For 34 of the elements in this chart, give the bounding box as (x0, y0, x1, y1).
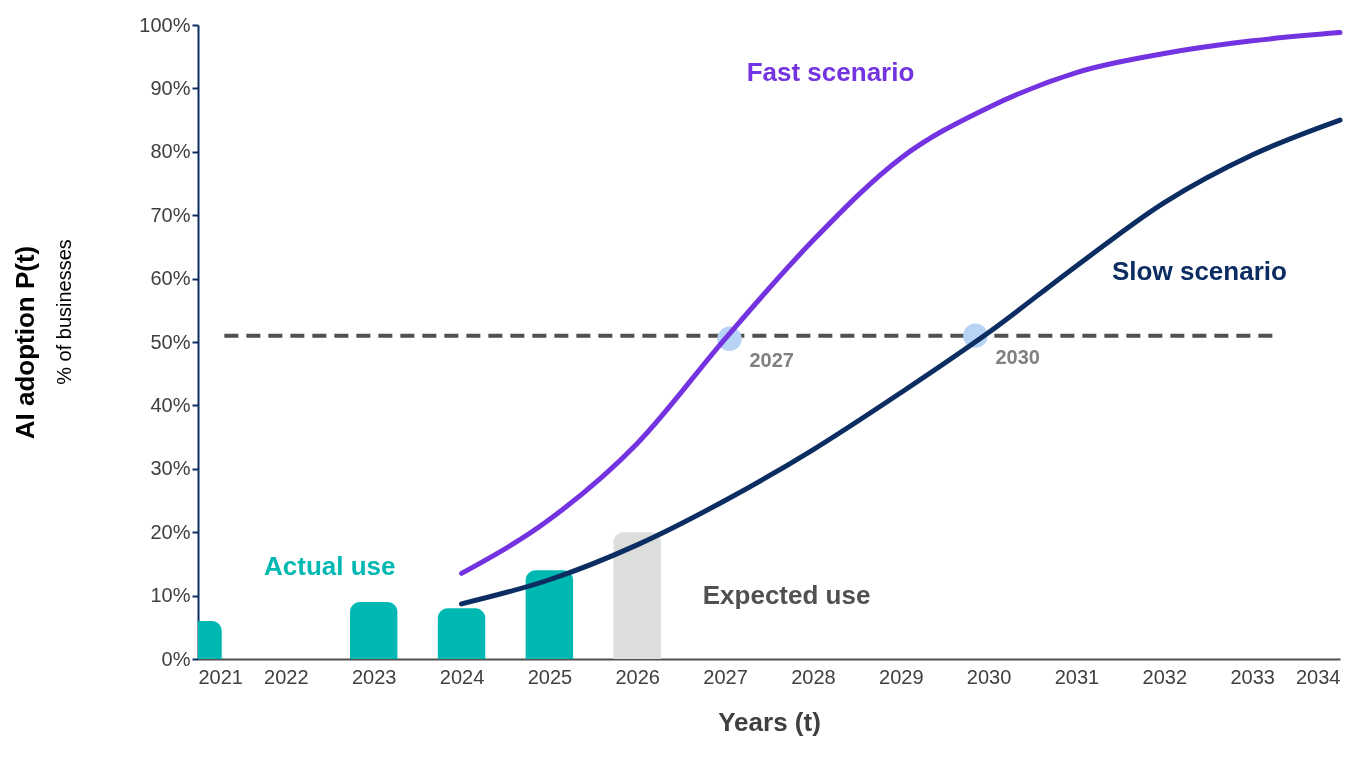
x-tick-label: 2027 (703, 665, 748, 688)
series-label: Actual use (264, 551, 396, 582)
x-tick-label: 2030 (966, 665, 1012, 688)
x-axis-title: Years (t) (718, 706, 821, 737)
series-label: Expected use (702, 579, 871, 610)
text: Fast scenario (746, 56, 915, 87)
annotation: 2027 (749, 348, 794, 371)
y-tick-label: 70% (150, 203, 191, 226)
y-axis-title: AI adoption P(t) (10, 245, 41, 440)
x-tick-label: 2026 (615, 665, 660, 688)
y-tick-label: 10% (150, 584, 191, 607)
x-tick-label: 2021 (198, 665, 243, 688)
x-tick-label: 2025 (527, 665, 573, 688)
x-tick-label: 2034 (1296, 665, 1341, 688)
x-tick-label: 2024 (439, 665, 485, 688)
y-tick-label: 0% (161, 647, 191, 670)
y-tick-label: 20% (150, 520, 191, 543)
x-tick-label: 2023 (351, 665, 397, 688)
x-tick-label: 2022 (264, 665, 309, 688)
y-tick-label: 80% (150, 140, 191, 163)
x-tick-label: 2028 (791, 665, 836, 688)
y-tick-label: 60% (150, 267, 191, 290)
x-tick-label: 2033 (1230, 665, 1275, 688)
annotation: 2030 (995, 345, 1040, 368)
y-tick-label: 40% (150, 393, 191, 416)
series-label: Slow scenario (1112, 256, 1287, 287)
y-tick-label: 100% (139, 13, 191, 36)
y-tick-label: 30% (150, 457, 191, 480)
x-tick-label: 2031 (1054, 665, 1100, 688)
y-tick-label: 50% (150, 330, 191, 353)
y-tick-label: 90% (150, 76, 191, 99)
text: % of businesses (53, 239, 75, 385)
x-tick-label: 2032 (1142, 665, 1188, 688)
x-tick-label: 2029 (879, 665, 924, 688)
